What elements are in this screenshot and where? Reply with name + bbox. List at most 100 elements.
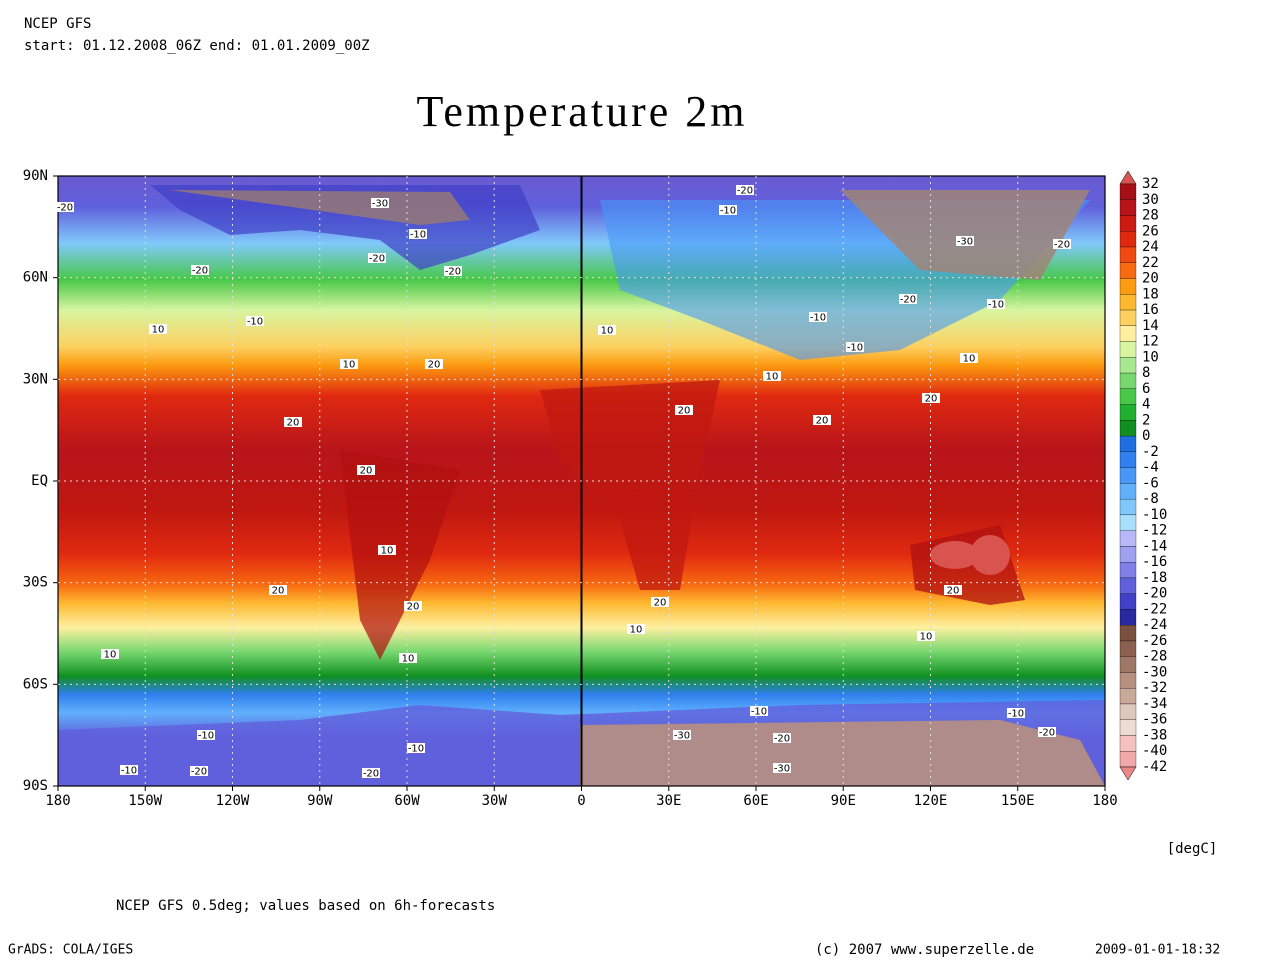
colorbar-label: -10 <box>1142 507 1167 523</box>
contour-label: -20 <box>737 186 753 197</box>
contour-label: 10 <box>963 354 976 365</box>
colorbar-swatch <box>1119 199 1137 216</box>
colorbar-label: -12 <box>1142 523 1167 539</box>
contour-label: -20 <box>192 266 208 277</box>
timestamp: 2009-01-01-18:32 <box>1095 943 1220 958</box>
south-america <box>340 450 460 660</box>
contour-label-bg <box>284 417 302 427</box>
colorbar-swatch <box>1119 183 1137 200</box>
contour-label: 20 <box>947 586 960 597</box>
africa <box>540 380 720 590</box>
map-area: -20 -30 -10 -20 -20 -20 10 -10 10 20 20 20 10 20 20 10 1… <box>56 175 1106 787</box>
colorbar-swatch <box>1119 719 1137 736</box>
contour-label: 20 <box>654 598 667 609</box>
colorbar-swatch <box>1119 309 1137 326</box>
contour-label-bg <box>750 706 768 716</box>
colorbar-label: -32 <box>1142 680 1167 696</box>
contour-label: -10 <box>751 707 767 718</box>
contour-label: 10 <box>381 546 394 557</box>
lon-tick-label: 90E <box>831 793 856 809</box>
contour-label-bg <box>1053 239 1071 249</box>
lon-tick-label: 180 <box>1092 793 1117 809</box>
contour-label: 10 <box>766 372 779 383</box>
colorbar-swatch <box>1119 215 1137 232</box>
australia-hot-west <box>930 541 980 569</box>
contour-label-bg <box>922 393 940 403</box>
contour-label-bg <box>399 653 417 663</box>
colorbar-label: 26 <box>1142 223 1159 239</box>
colorbar-swatch <box>1119 294 1137 311</box>
contour-label-bg <box>675 405 693 415</box>
colorbar-label: -36 <box>1142 712 1167 728</box>
model-label: NCEP GFS <box>24 16 91 32</box>
contour-label-bg <box>651 597 669 607</box>
contour-label: -10 <box>408 744 424 755</box>
colorbar-swatch <box>1119 246 1137 263</box>
colorbar-swatch <box>1119 546 1137 563</box>
lat-tick-label: 60N <box>23 270 48 286</box>
unit-label: [degC] <box>1167 841 1218 857</box>
contour-label: -20 <box>1039 728 1055 739</box>
colorbar-label: -40 <box>1142 743 1167 759</box>
contour-label-bg <box>56 202 74 212</box>
colorbar-swatch <box>1119 341 1137 358</box>
contour-label: -30 <box>957 237 973 248</box>
contour-label: 20 <box>678 406 691 417</box>
colorbar-swatch <box>1119 751 1137 768</box>
colorbar-label: -20 <box>1142 586 1167 602</box>
colorbar-label: -38 <box>1142 727 1167 743</box>
colorbar-swatch <box>1119 498 1137 516</box>
colorbar-label: 6 <box>1142 381 1150 397</box>
contour-label-bg <box>340 359 358 369</box>
contour-label-bg <box>120 765 138 775</box>
antarctica-east <box>580 720 1105 786</box>
contour-label: -10 <box>847 343 863 354</box>
colorbar-label: -6 <box>1142 475 1159 491</box>
colorbar-label: 2 <box>1142 412 1150 428</box>
colorbar-label: -30 <box>1142 664 1167 680</box>
contour-label-bg <box>960 353 978 363</box>
contour-label: -30 <box>372 199 388 210</box>
colorbar-swatch <box>1119 262 1137 279</box>
lon-tick-label: 60E <box>743 793 768 809</box>
lon-tick-label: 0 <box>577 793 585 809</box>
contour-label: -20 <box>369 254 385 265</box>
contour-label-bg <box>917 631 935 641</box>
contour-label-bg <box>944 585 962 595</box>
contour-label-bg <box>409 229 427 239</box>
colorbar-swatch <box>1119 467 1137 484</box>
contour-label: -10 <box>988 300 1004 311</box>
lon-tick-label: 180 <box>45 793 70 809</box>
contour-label: -20 <box>445 267 461 278</box>
colorbar-swatch <box>1119 656 1137 673</box>
contour-label: 20 <box>360 466 373 477</box>
colorbar-label: 4 <box>1142 397 1150 413</box>
colorbar-swatch <box>1119 562 1137 579</box>
lon-tick-label: 120E <box>914 793 948 809</box>
contour-label-bg <box>191 265 209 275</box>
australia-hot-east <box>970 535 1010 575</box>
contour-label: 10 <box>152 325 165 336</box>
contour-label: 20 <box>407 602 420 613</box>
colorbar-label: 16 <box>1142 302 1159 318</box>
contour-label: 10 <box>630 625 643 636</box>
colorbar-label: -18 <box>1142 570 1167 586</box>
colorbar-swatch <box>1119 357 1137 374</box>
colorbar-label: -2 <box>1142 444 1159 460</box>
contour-label-bg <box>269 585 287 595</box>
contour-label: 10 <box>920 632 933 643</box>
contour-label: -10 <box>810 313 826 324</box>
contour-label: -20 <box>57 203 73 214</box>
contour-label: -10 <box>410 230 426 241</box>
colorbar-swatch <box>1119 735 1137 752</box>
contour-label-bg <box>149 324 167 334</box>
contour-label-bg <box>956 236 974 246</box>
contour-label-bg <box>190 766 208 776</box>
lon-tick-label: 120W <box>216 793 250 809</box>
colorbar-label: 8 <box>1142 365 1150 381</box>
contour-label-bg <box>407 743 425 753</box>
colorbar-label: 20 <box>1142 271 1159 287</box>
contour-label: 10 <box>402 654 415 665</box>
software: GrADS: COLA/IGES <box>8 943 133 958</box>
map-title: Temperature 2m <box>417 87 748 136</box>
